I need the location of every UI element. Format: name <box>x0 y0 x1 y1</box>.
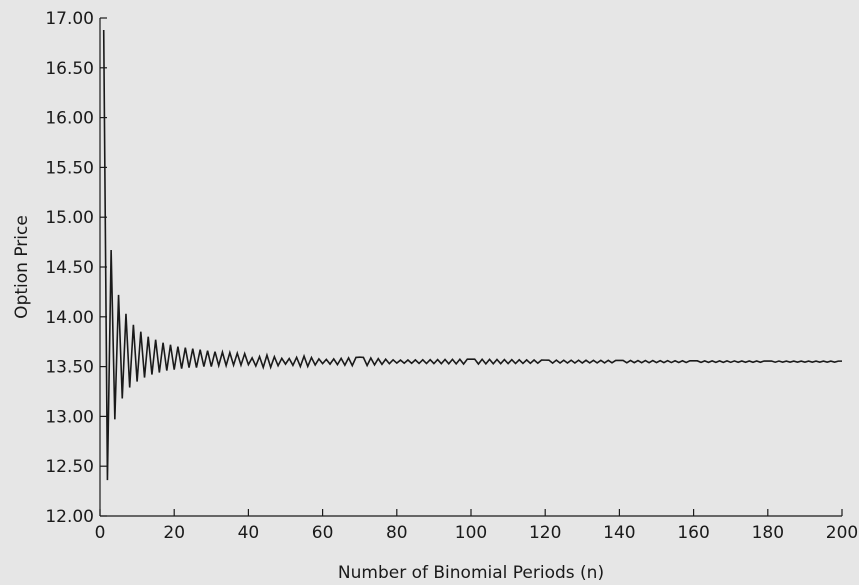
option-price-line <box>102 29 842 481</box>
x-tick-label: 140 <box>603 523 635 543</box>
y-tick-label: 14.50 <box>45 258 94 278</box>
x-tick-label: 180 <box>752 523 784 543</box>
x-tick-label: 100 <box>455 523 487 543</box>
y-tick-label: 16.50 <box>45 59 94 79</box>
y-tick-label: 16.00 <box>45 109 94 129</box>
x-tick-label: 200 <box>826 523 858 543</box>
x-tick-label: 120 <box>529 523 561 543</box>
y-tick-label: 12.50 <box>45 457 94 477</box>
y-axis-title: Option Price <box>12 215 32 319</box>
y-tick-label: 15.50 <box>45 158 94 178</box>
x-tick-label: 80 <box>386 523 408 543</box>
y-tick-label: 12.00 <box>45 507 94 527</box>
x-tick-label: 40 <box>238 523 260 543</box>
x-tick-label: 60 <box>312 523 334 543</box>
y-tick-label: 17.00 <box>45 9 94 29</box>
x-tick-label: 0 <box>95 523 106 543</box>
x-axis-title: Number of Binomial Periods (n) <box>338 563 604 583</box>
y-tick-label: 15.00 <box>45 208 94 228</box>
x-tick-label: 160 <box>677 523 709 543</box>
y-tick-label: 14.00 <box>45 308 94 328</box>
y-tick-label: 13.00 <box>45 407 94 427</box>
x-axis-ticks: 0 20 40 60 80 100 120 140 160 180 200 <box>95 509 858 543</box>
y-axis-ticks: 12.00 12.50 13.00 13.50 14.00 14.50 15.00 15.50… <box>45 9 107 527</box>
y-tick-label: 13.50 <box>45 358 94 378</box>
x-tick-label: 20 <box>163 523 185 543</box>
